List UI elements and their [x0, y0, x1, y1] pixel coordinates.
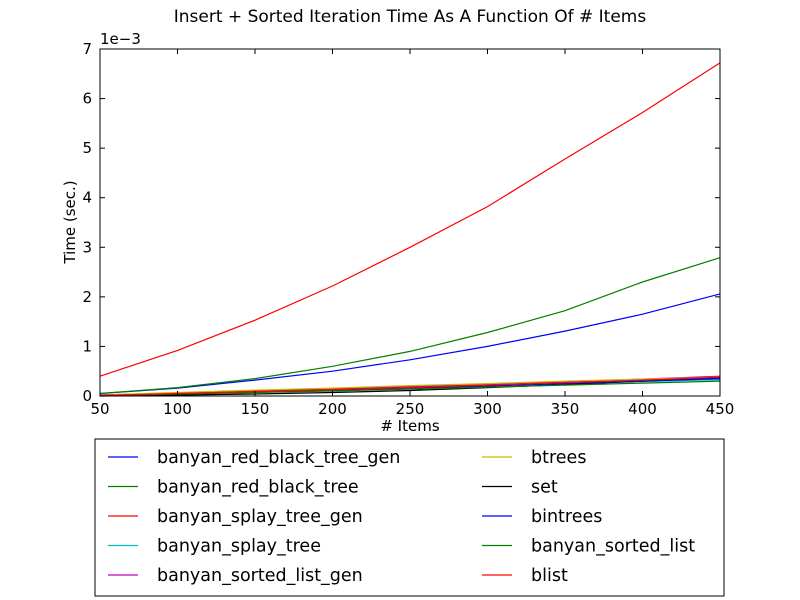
tick-group: 50 100 150 200 250 300 350 400 450 0 1 2 3 4 5 6 7	[82, 40, 734, 418]
y-scale-label: 1e−3	[100, 30, 141, 48]
legend: banyan_red_black_tree_gen banyan_red_blac…	[94, 438, 725, 597]
y-tick-label: 4	[82, 189, 92, 207]
legend-label: blist	[531, 566, 568, 586]
series-group	[99, 62, 721, 397]
y-tick-label: 7	[82, 40, 92, 58]
x-tick-label: 200	[318, 400, 347, 418]
x-tick-label: 50	[90, 400, 109, 418]
legend-label: banyan_splay_tree	[157, 537, 321, 557]
y-tick-label: 1	[82, 337, 92, 355]
series-line-banyan-splay-tree-gen	[99, 62, 721, 377]
y-tick-label: 5	[82, 139, 92, 157]
x-tick-label: 300	[473, 400, 502, 418]
x-tick-label: 250	[396, 400, 425, 418]
legend-label: banyan_red_black_tree_gen	[157, 448, 400, 468]
legend-label: banyan_splay_tree_gen	[157, 507, 363, 527]
series-line-banyan-red-black-tree-gen	[99, 293, 721, 395]
x-tick-label: 400	[628, 400, 657, 418]
series-line-banyan-sorted-list	[99, 380, 721, 397]
series-line-btrees	[99, 376, 721, 396]
series-line-blist	[99, 376, 721, 397]
y-tick-label: 3	[82, 238, 92, 256]
legend-label: banyan_sorted_list	[531, 537, 695, 557]
x-tick-label: 450	[706, 400, 735, 418]
legend-label: banyan_red_black_tree	[157, 478, 359, 498]
x-tick-label: 100	[163, 400, 192, 418]
series-line-banyan-red-black-tree	[99, 257, 721, 395]
x-axis-label: # Items	[380, 417, 439, 435]
legend-frame	[94, 438, 725, 597]
y-axis-label: Time (sec.)	[61, 180, 79, 264]
chart-title: Insert + Sorted Iteration Time As A Func…	[174, 7, 647, 27]
y-tick-label: 0	[82, 387, 92, 405]
y-tick-label: 6	[82, 90, 92, 108]
legend-label: bintrees	[531, 507, 602, 527]
x-tick-label: 350	[551, 400, 580, 418]
y-tick-label: 2	[82, 288, 92, 306]
legend-label: banyan_sorted_list_gen	[157, 566, 363, 586]
legend-label: set	[531, 478, 558, 498]
legend-label: btrees	[531, 448, 586, 468]
x-tick-label: 150	[241, 400, 270, 418]
